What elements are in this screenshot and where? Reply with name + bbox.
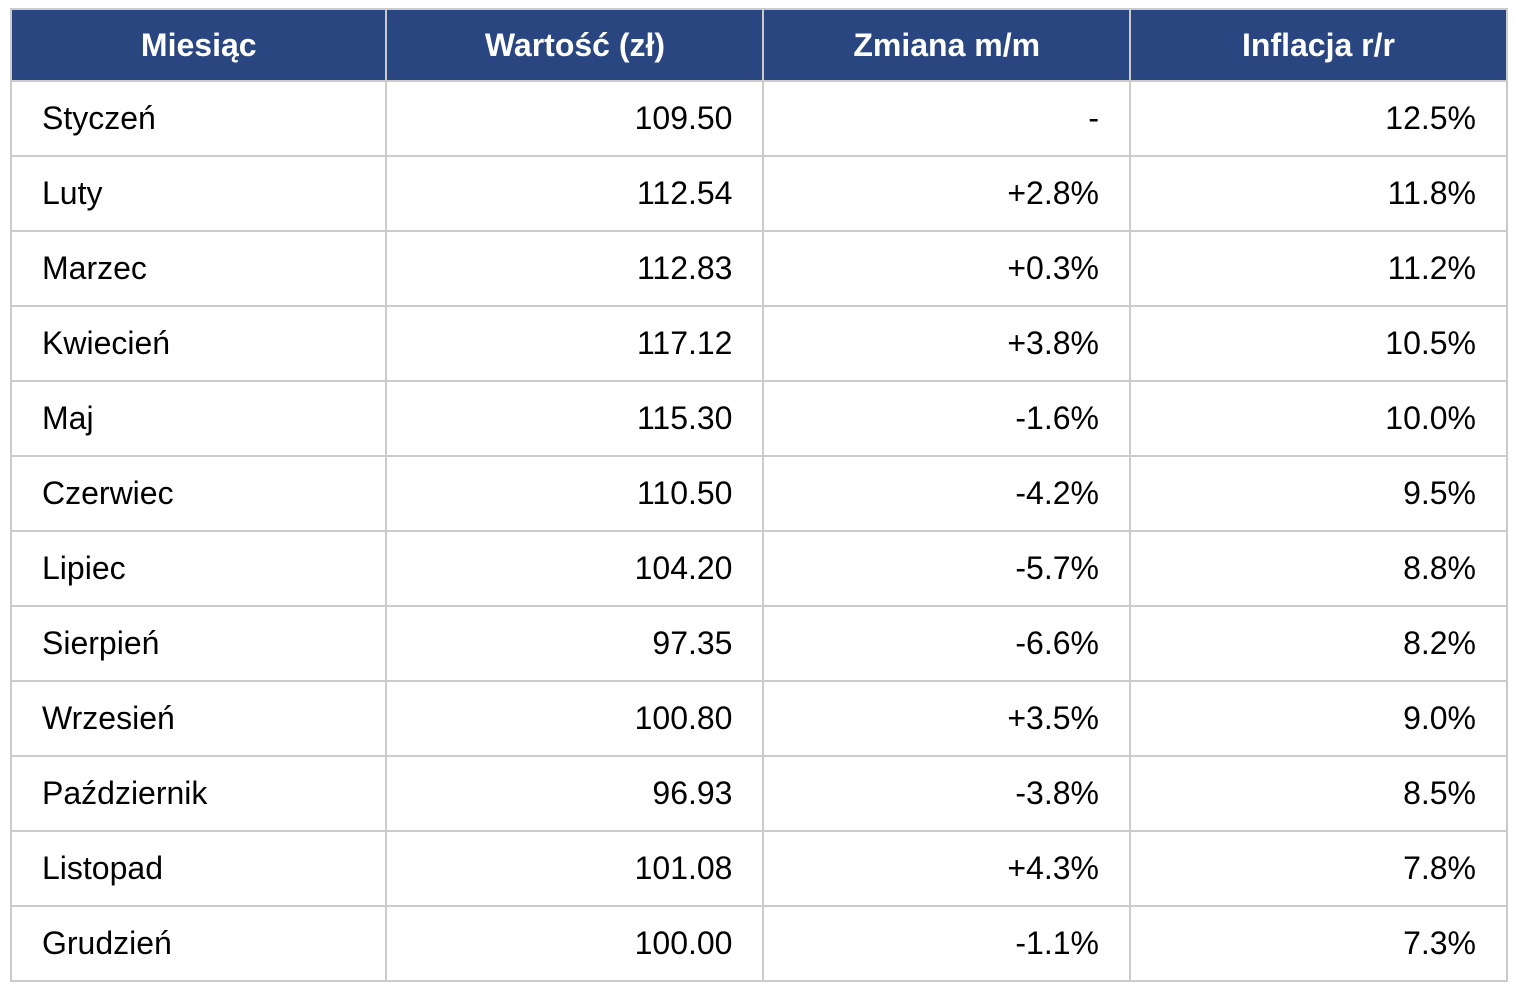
- cell-value: 112.54: [385, 155, 765, 232]
- cell-month: Lipiec: [9, 530, 388, 607]
- cell-value: 100.00: [385, 905, 765, 982]
- cell-inflation: 8.2%: [1128, 605, 1509, 682]
- monthly-values-table: Miesiąc Wartość (zł) Zmiana m/m Inflacja…: [9, 8, 1509, 982]
- cell-inflation: 7.3%: [1128, 905, 1509, 982]
- cell-value: 117.12: [385, 305, 765, 382]
- table-header: Miesiąc Wartość (zł) Zmiana m/m Inflacja…: [9, 8, 1509, 82]
- cell-change: +3.5%: [762, 680, 1131, 757]
- cell-change: +3.8%: [762, 305, 1131, 382]
- table-row: Styczeń 109.50 - 12.5%: [9, 80, 1509, 157]
- cell-change: -3.8%: [762, 755, 1131, 832]
- cell-inflation: 7.8%: [1128, 830, 1509, 907]
- table-row: Wrzesień 100.80 +3.5% 9.0%: [9, 680, 1509, 757]
- cell-value: 115.30: [385, 380, 765, 457]
- cell-value: 110.50: [385, 455, 765, 532]
- table-row: Maj 115.30 -1.6% 10.0%: [9, 380, 1509, 457]
- cell-month: Marzec: [9, 230, 388, 307]
- cell-inflation: 11.8%: [1128, 155, 1509, 232]
- cell-month: Październik: [9, 755, 388, 832]
- cell-month: Luty: [9, 155, 388, 232]
- table-row: Listopad 101.08 +4.3% 7.8%: [9, 830, 1509, 907]
- cell-value: 101.08: [385, 830, 765, 907]
- cell-inflation: 10.0%: [1128, 380, 1509, 457]
- cell-value: 97.35: [385, 605, 765, 682]
- header-row: Miesiąc Wartość (zł) Zmiana m/m Inflacja…: [9, 8, 1509, 82]
- cell-inflation: 10.5%: [1128, 305, 1509, 382]
- cell-change: +4.3%: [762, 830, 1131, 907]
- cell-month: Kwiecień: [9, 305, 388, 382]
- table-row: Marzec 112.83 +0.3% 11.2%: [9, 230, 1509, 307]
- cell-month: Listopad: [9, 830, 388, 907]
- cell-inflation: 12.5%: [1128, 80, 1509, 157]
- cell-change: -4.2%: [762, 455, 1131, 532]
- column-header-month: Miesiąc: [9, 8, 388, 82]
- cell-value: 112.83: [385, 230, 765, 307]
- column-header-change: Zmiana m/m: [762, 8, 1131, 82]
- cell-change: -1.1%: [762, 905, 1131, 982]
- cell-inflation: 9.5%: [1128, 455, 1509, 532]
- cell-change: -: [762, 80, 1131, 157]
- table-row: Grudzień 100.00 -1.1% 7.3%: [9, 905, 1509, 982]
- cell-month: Maj: [9, 380, 388, 457]
- cell-change: -5.7%: [762, 530, 1131, 607]
- table-row: Czerwiec 110.50 -4.2% 9.5%: [9, 455, 1509, 532]
- monthly-values-table-container: Miesiąc Wartość (zł) Zmiana m/m Inflacja…: [9, 8, 1509, 982]
- cell-change: +2.8%: [762, 155, 1131, 232]
- cell-inflation: 8.5%: [1128, 755, 1509, 832]
- cell-month: Wrzesień: [9, 680, 388, 757]
- cell-change: -6.6%: [762, 605, 1131, 682]
- cell-month: Styczeń: [9, 80, 388, 157]
- cell-change: -1.6%: [762, 380, 1131, 457]
- cell-change: +0.3%: [762, 230, 1131, 307]
- cell-month: Sierpień: [9, 605, 388, 682]
- cell-month: Grudzień: [9, 905, 388, 982]
- cell-value: 109.50: [385, 80, 765, 157]
- cell-value: 104.20: [385, 530, 765, 607]
- table-row: Październik 96.93 -3.8% 8.5%: [9, 755, 1509, 832]
- cell-inflation: 11.2%: [1128, 230, 1509, 307]
- cell-inflation: 9.0%: [1128, 680, 1509, 757]
- table-row: Luty 112.54 +2.8% 11.8%: [9, 155, 1509, 232]
- table-row: Sierpień 97.35 -6.6% 8.2%: [9, 605, 1509, 682]
- table-row: Kwiecień 117.12 +3.8% 10.5%: [9, 305, 1509, 382]
- cell-month: Czerwiec: [9, 455, 388, 532]
- cell-inflation: 8.8%: [1128, 530, 1509, 607]
- table-row: Lipiec 104.20 -5.7% 8.8%: [9, 530, 1509, 607]
- cell-value: 96.93: [385, 755, 765, 832]
- column-header-value: Wartość (zł): [385, 8, 765, 82]
- column-header-inflation: Inflacja r/r: [1128, 8, 1509, 82]
- cell-value: 100.80: [385, 680, 765, 757]
- table-body: Styczeń 109.50 - 12.5% Luty 112.54 +2.8%…: [9, 80, 1509, 982]
